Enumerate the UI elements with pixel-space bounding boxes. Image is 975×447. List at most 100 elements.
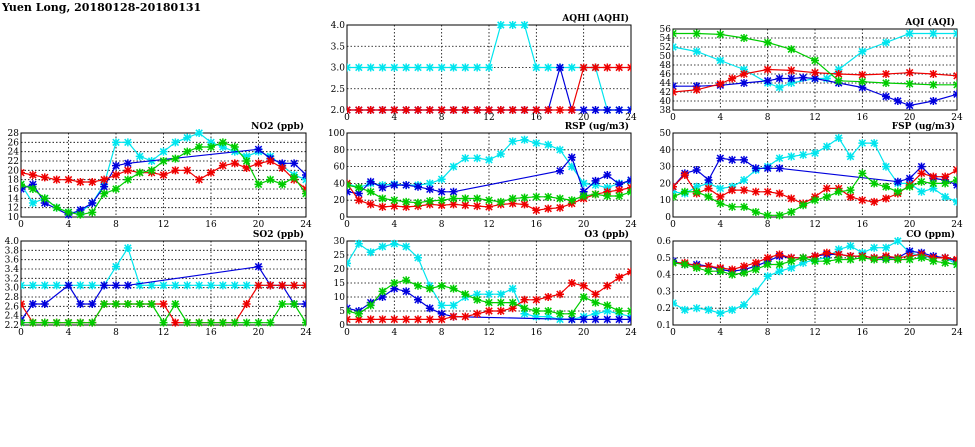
data-point-red (728, 74, 737, 83)
data-point-cyan (485, 155, 493, 164)
y-tick-label: 10 (8, 213, 20, 223)
data-point-green (461, 194, 470, 203)
data-point-blue (64, 281, 73, 290)
data-point-green (147, 300, 156, 308)
x-tick-label: 0 (670, 328, 676, 338)
data-point-red (811, 68, 819, 77)
data-point-green (147, 166, 156, 175)
data-point-red (716, 192, 725, 201)
data-point-cyan (567, 162, 576, 171)
data-point-green (171, 154, 180, 163)
x-tick-label: 16 (531, 113, 543, 123)
data-point-green (846, 255, 855, 264)
data-point-red (473, 106, 482, 114)
y-tick-label: 10 (660, 196, 672, 206)
data-point-blue (123, 281, 132, 290)
chart-title: O3 (ppb) (584, 229, 629, 240)
data-point-green (135, 168, 144, 177)
data-point-red (532, 106, 541, 114)
data-point-cyan (740, 300, 748, 309)
data-point-blue (740, 79, 748, 87)
data-point-red (508, 106, 517, 114)
data-point-green (532, 192, 541, 201)
data-point-green (508, 194, 517, 203)
data-point-red (763, 65, 772, 74)
data-point-green (728, 270, 737, 279)
data-point-blue (579, 106, 588, 114)
data-point-cyan (882, 162, 890, 171)
data-point-red (728, 265, 737, 274)
data-point-blue (615, 180, 624, 189)
data-point-green (28, 185, 37, 193)
y-tick-label: 56 (660, 25, 672, 35)
x-tick-label: 16 (857, 328, 869, 338)
data-point-blue (567, 153, 576, 162)
data-point-cyan (603, 307, 612, 315)
data-point-green (366, 187, 375, 196)
data-point-cyan (893, 237, 902, 245)
data-point-green (302, 318, 306, 327)
data-point-green (882, 255, 890, 264)
data-point-green (692, 187, 701, 196)
x-tick-label: 12 (809, 113, 820, 123)
data-point-green (751, 207, 760, 216)
data-point-cyan (242, 152, 251, 161)
data-point-blue (905, 101, 914, 110)
data-point-blue (354, 189, 363, 198)
x-tick-label: 12 (483, 328, 494, 338)
data-point-green (40, 194, 49, 203)
data-point-cyan (822, 74, 831, 83)
data-point-cyan (532, 63, 541, 72)
data-point-cyan (437, 175, 446, 184)
data-point-cyan (195, 281, 204, 290)
data-point-green (615, 192, 624, 200)
data-point-blue (290, 159, 299, 168)
x-tick-label: 8 (439, 220, 445, 230)
data-point-cyan (567, 63, 576, 72)
x-tick-label: 24 (951, 113, 963, 123)
data-point-green (870, 255, 879, 264)
y-tick-label: 80 (334, 146, 346, 156)
data-point-blue (615, 315, 624, 324)
data-point-green (485, 298, 493, 307)
x-tick-label: 20 (904, 113, 916, 123)
data-point-green (425, 284, 434, 293)
data-point-cyan (218, 143, 227, 151)
data-point-cyan (716, 56, 725, 65)
series-group (347, 135, 631, 215)
data-point-cyan (579, 179, 588, 188)
data-point-cyan (520, 309, 529, 318)
data-point-green (905, 182, 914, 191)
data-point-green (64, 318, 73, 327)
data-point-green (425, 197, 434, 206)
data-point-red (171, 318, 180, 327)
data-point-red (378, 315, 387, 324)
data-point-green (485, 196, 493, 205)
data-point-red (461, 201, 470, 210)
data-point-blue (556, 63, 564, 72)
data-point-green (811, 196, 819, 205)
data-point-green (740, 202, 748, 211)
data-point-green (858, 169, 867, 178)
data-point-red (366, 106, 375, 114)
data-point-red (402, 315, 411, 324)
data-point-cyan (532, 139, 541, 148)
x-tick-label: 20 (904, 220, 916, 230)
data-point-cyan (171, 281, 180, 290)
data-point-cyan (437, 301, 446, 310)
series-line-blue (21, 148, 306, 216)
data-point-green (917, 177, 926, 186)
data-point-green (402, 276, 411, 285)
data-point-green (390, 196, 399, 205)
data-point-red (603, 281, 612, 290)
data-point-red (28, 171, 37, 179)
data-point-green (100, 189, 109, 198)
data-point-cyan (354, 239, 363, 248)
data-point-red (449, 312, 458, 321)
data-point-blue (775, 164, 784, 173)
data-point-red (123, 166, 132, 175)
y-tick-label: 3.8 (5, 246, 20, 256)
data-point-cyan (544, 63, 553, 72)
data-point-green (437, 281, 446, 290)
